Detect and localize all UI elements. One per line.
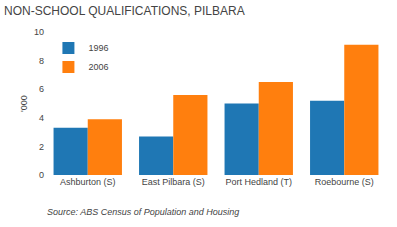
svg-text:10: 10 — [34, 27, 44, 37]
svg-text:6: 6 — [39, 84, 44, 94]
svg-text:2: 2 — [39, 142, 44, 152]
svg-text:NON-SCHOOL QUALIFICATIONS, PIL: NON-SCHOOL QUALIFICATIONS, PILBARA — [4, 4, 245, 18]
svg-text:East Pilbara (S): East Pilbara (S) — [142, 177, 205, 187]
svg-text:Roebourne (S): Roebourne (S) — [315, 177, 374, 187]
svg-text:Port Hedland (T): Port Hedland (T) — [225, 177, 292, 187]
svg-text:4: 4 — [39, 113, 44, 123]
svg-text:2006: 2006 — [88, 62, 108, 72]
svg-text:0: 0 — [39, 170, 44, 180]
svg-text:1996: 1996 — [88, 43, 108, 53]
svg-text:'000: '000 — [19, 95, 29, 112]
svg-text:Source: ABS Census of Populati: Source: ABS Census of Population and Hou… — [47, 207, 239, 217]
svg-text:Ashburton (S): Ashburton (S) — [60, 177, 116, 187]
svg-text:8: 8 — [39, 56, 44, 66]
